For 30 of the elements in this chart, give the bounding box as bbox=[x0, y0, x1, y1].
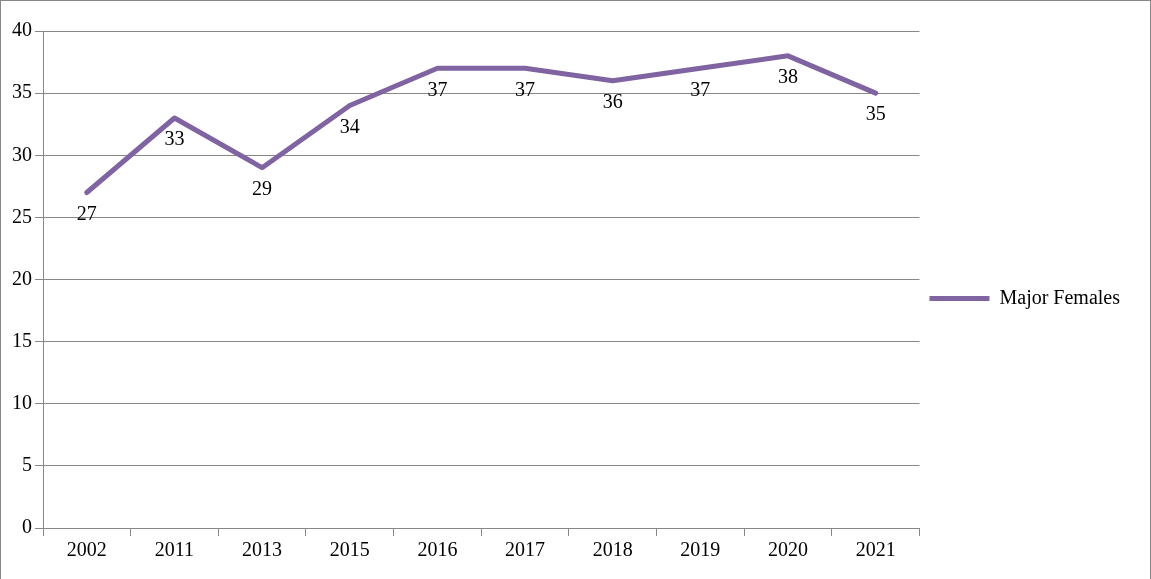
y-tick-label: 15 bbox=[12, 328, 32, 351]
data-label: 36 bbox=[602, 89, 623, 112]
data-label: 27 bbox=[76, 201, 97, 224]
legend-label: Major Females bbox=[999, 285, 1121, 309]
data-label: 37 bbox=[515, 77, 536, 100]
x-tick-label: 2018 bbox=[592, 538, 633, 561]
y-tick-label: 25 bbox=[12, 204, 32, 227]
y-tick-label: 0 bbox=[22, 515, 32, 538]
x-tick-label: 2002 bbox=[66, 538, 107, 561]
y-tick-label: 40 bbox=[12, 18, 32, 41]
y-tick-label: 35 bbox=[12, 80, 32, 103]
data-label: 33 bbox=[164, 127, 185, 150]
y-tick-label: 20 bbox=[12, 266, 32, 289]
data-label: 29 bbox=[252, 176, 273, 199]
x-tick-label: 2013 bbox=[242, 538, 283, 561]
data-label: 34 bbox=[339, 114, 360, 137]
y-tick-label: 10 bbox=[12, 391, 32, 413]
y-tick-label: 5 bbox=[22, 453, 32, 476]
x-tick-label: 2016 bbox=[417, 538, 458, 561]
data-label: 35 bbox=[865, 102, 886, 125]
x-tick-label: 2017 bbox=[505, 538, 546, 561]
x-tick-label: 2011 bbox=[154, 538, 195, 561]
data-label: 38 bbox=[778, 65, 798, 88]
x-tick-label: 2015 bbox=[329, 538, 370, 561]
x-tick-label: 2019 bbox=[680, 538, 721, 561]
x-tick-label: 2021 bbox=[855, 538, 896, 561]
x-tick-label: 2020 bbox=[768, 538, 808, 561]
data-label: 37 bbox=[690, 77, 711, 100]
y-tick-label: 30 bbox=[12, 142, 32, 165]
data-label: 37 bbox=[427, 77, 448, 100]
